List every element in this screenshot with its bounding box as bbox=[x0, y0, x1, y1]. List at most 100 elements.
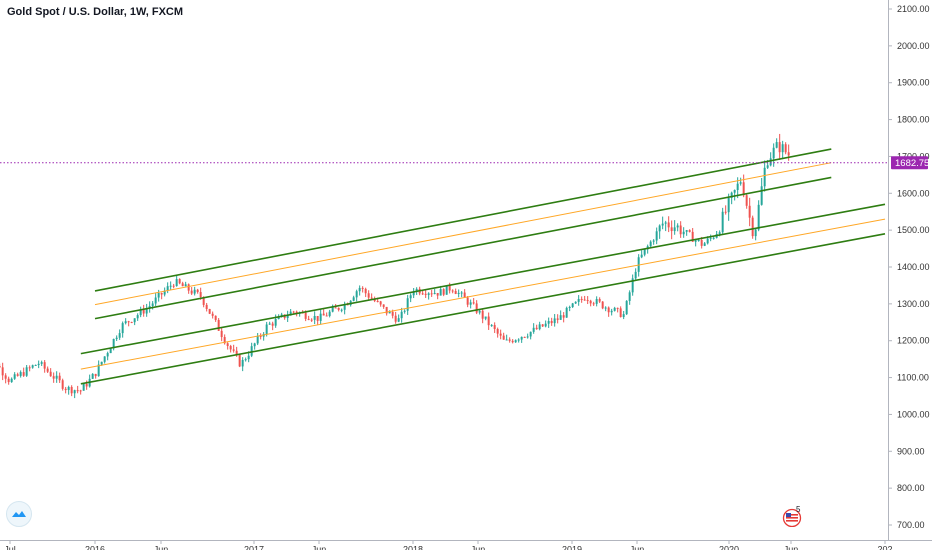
candle-body bbox=[244, 359, 247, 361]
candle-body bbox=[643, 249, 646, 255]
candle-body bbox=[658, 225, 661, 232]
candle-body bbox=[334, 307, 337, 309]
candle-body bbox=[331, 307, 334, 312]
candle-body bbox=[652, 240, 655, 242]
candle-body bbox=[439, 289, 442, 296]
y-tick-label: 800.00 bbox=[897, 483, 925, 493]
candle-body bbox=[397, 318, 400, 322]
candle-body bbox=[538, 324, 541, 330]
candle-body bbox=[448, 285, 451, 291]
candle-body bbox=[697, 239, 700, 241]
channel-trendline[interactable] bbox=[80, 203, 886, 355]
candle-body bbox=[118, 333, 121, 338]
candle-body bbox=[712, 237, 715, 239]
candle-body bbox=[121, 323, 124, 334]
candle-body bbox=[94, 373, 97, 377]
candle-body bbox=[67, 386, 70, 391]
time-axis[interactable]: Jul 2016 Jun 2017 Jun 2018 Jun 2019 Jun 2020 Jun 20… bbox=[4, 540, 893, 550]
trendlines-layer bbox=[80, 148, 886, 385]
candle-body bbox=[766, 165, 769, 168]
candle-body bbox=[211, 313, 214, 316]
candle-body bbox=[562, 315, 565, 318]
candle-body bbox=[583, 299, 586, 301]
events-badge[interactable]: 5 bbox=[782, 505, 804, 528]
midline-trendline[interactable] bbox=[80, 218, 886, 370]
candle-body bbox=[10, 378, 13, 383]
candle-body bbox=[97, 364, 100, 377]
candle-body bbox=[454, 290, 457, 294]
candle-body bbox=[196, 289, 199, 293]
candle-body bbox=[199, 292, 202, 298]
candle-body bbox=[769, 158, 772, 166]
candle-body bbox=[28, 367, 31, 369]
x-tick-label: Jun bbox=[312, 544, 327, 550]
candle-body bbox=[544, 323, 547, 327]
candle-body bbox=[337, 307, 340, 310]
candle-body bbox=[22, 372, 25, 376]
candle-body bbox=[655, 231, 658, 241]
candle-body bbox=[70, 386, 73, 394]
candle-body bbox=[40, 362, 43, 364]
candle-body bbox=[328, 311, 331, 316]
candle-body bbox=[622, 314, 625, 317]
candle-body bbox=[760, 186, 763, 205]
candle-body bbox=[259, 335, 262, 337]
tradingview-logo[interactable] bbox=[6, 501, 32, 527]
candle-body bbox=[250, 346, 253, 356]
candle-body bbox=[736, 183, 739, 190]
y-tick-label: 1600.00 bbox=[897, 188, 930, 198]
candle-body bbox=[661, 223, 664, 226]
price-axis[interactable]: 2100.002000.001900.001800.001700.001600.… bbox=[888, 4, 930, 530]
candle-body bbox=[616, 307, 619, 309]
x-tick-label: Jun bbox=[784, 544, 799, 550]
candle-body bbox=[430, 293, 433, 295]
candle-body bbox=[190, 290, 193, 294]
candle-body bbox=[592, 303, 595, 305]
candle-body bbox=[184, 284, 187, 287]
candle-body bbox=[526, 336, 529, 338]
candle-body bbox=[310, 319, 313, 321]
candle-body bbox=[178, 279, 181, 284]
candle-body bbox=[247, 355, 250, 360]
midline-trendline[interactable] bbox=[94, 162, 832, 306]
channel-trendline[interactable] bbox=[94, 148, 832, 292]
candle-body bbox=[745, 195, 748, 206]
candle-body bbox=[193, 289, 196, 294]
candle-body bbox=[568, 306, 571, 308]
current-price-tag: 1682.75 bbox=[891, 156, 929, 170]
candle-body bbox=[124, 321, 127, 324]
candle-body bbox=[370, 297, 373, 299]
channel-trendline[interactable] bbox=[80, 233, 886, 385]
candle-body bbox=[91, 373, 94, 379]
y-tick-label: 1100.00 bbox=[897, 373, 929, 383]
candle-body bbox=[16, 374, 19, 376]
candle-body bbox=[367, 293, 370, 298]
candle-body bbox=[781, 144, 784, 153]
candle-body bbox=[202, 297, 205, 305]
candle-body bbox=[0, 366, 1, 368]
candle-body bbox=[685, 230, 688, 232]
candle-body bbox=[103, 356, 106, 362]
candle-body bbox=[271, 323, 274, 326]
candle-body bbox=[514, 340, 517, 343]
candle-body bbox=[556, 318, 559, 320]
channel-trendline[interactable] bbox=[94, 176, 832, 320]
candle-body bbox=[604, 307, 607, 309]
candle-body bbox=[355, 291, 358, 298]
candle-body bbox=[613, 307, 616, 311]
candle-body bbox=[676, 225, 679, 228]
candle-body bbox=[559, 315, 562, 320]
candle-body bbox=[226, 343, 229, 347]
candle-body bbox=[463, 292, 466, 298]
chart-title: Gold Spot / U.S. Dollar, 1W, FXCM bbox=[7, 6, 184, 18]
candle-body bbox=[490, 325, 493, 327]
candle-body bbox=[511, 340, 514, 343]
candle-body bbox=[364, 288, 367, 294]
y-tick-label: 900.00 bbox=[897, 446, 925, 456]
candle-body bbox=[7, 378, 10, 383]
candle-body bbox=[472, 302, 475, 304]
candle-body bbox=[550, 321, 553, 324]
candle-body bbox=[238, 354, 241, 367]
candle-body bbox=[778, 142, 781, 153]
